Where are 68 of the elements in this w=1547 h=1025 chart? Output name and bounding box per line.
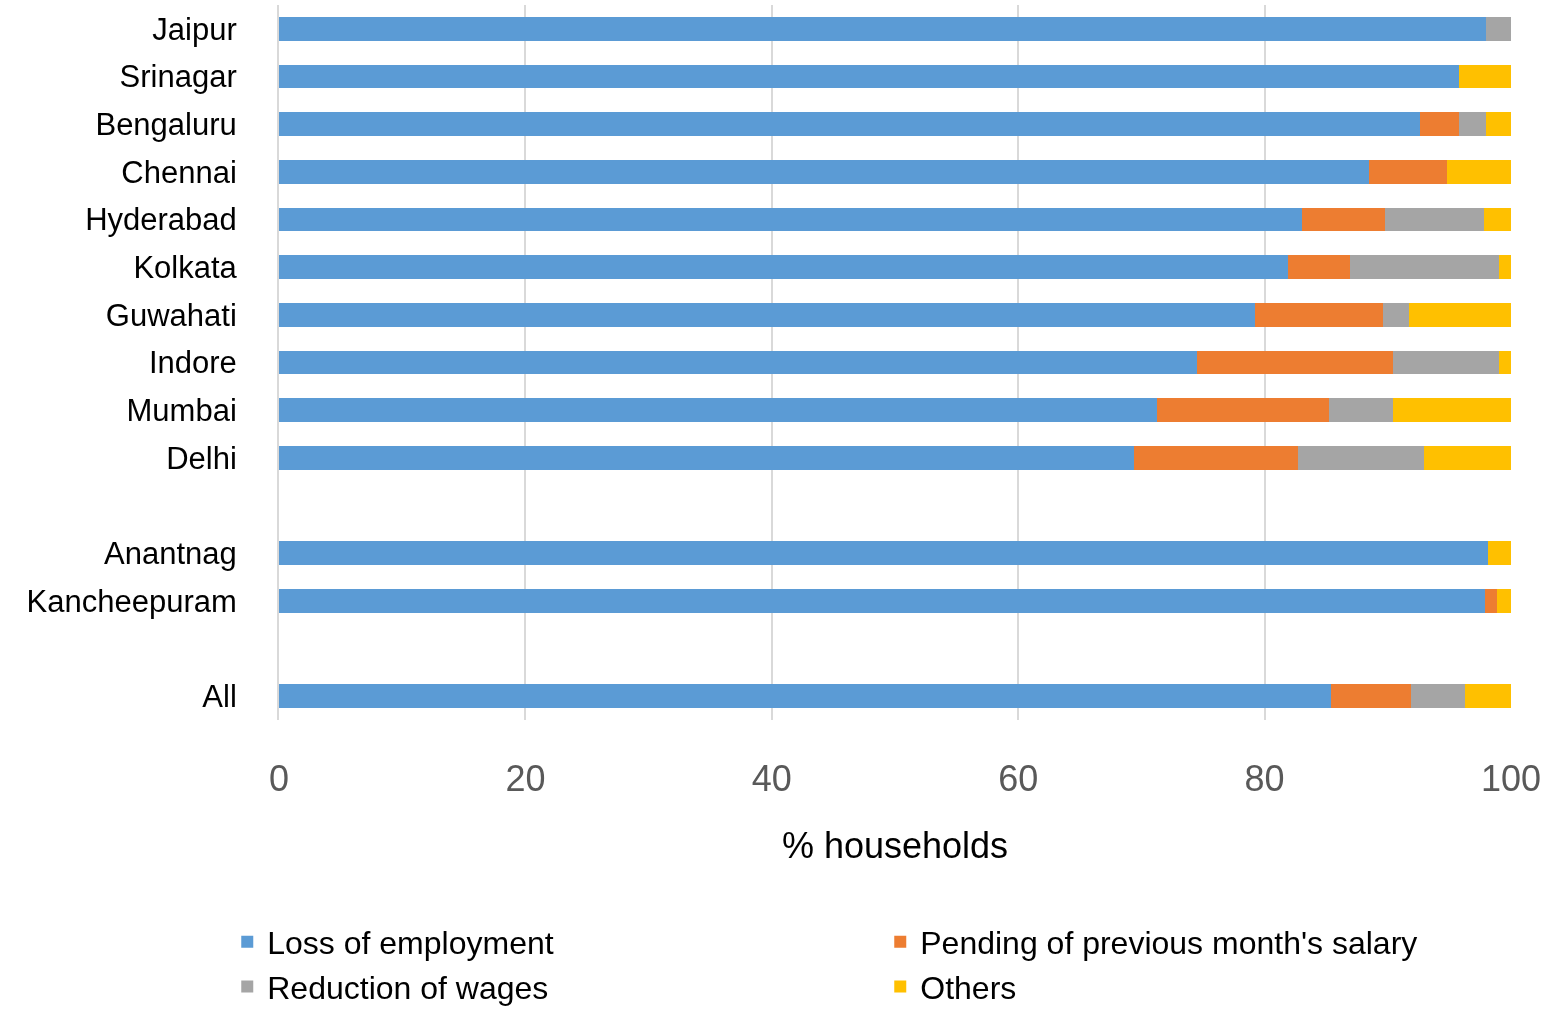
bar bbox=[279, 398, 1158, 423]
bar bbox=[279, 64, 1460, 89]
bar bbox=[279, 207, 1302, 232]
x-tick-label: 80 bbox=[1244, 758, 1285, 799]
legend-label: Pending of previous month's salary bbox=[920, 925, 1418, 962]
legend-label: Loss of employment bbox=[267, 925, 554, 962]
bar bbox=[1392, 350, 1499, 375]
bar bbox=[1392, 398, 1511, 423]
legend-label: Others bbox=[920, 969, 1017, 1006]
bar bbox=[1459, 112, 1487, 137]
x-tick-label: 60 bbox=[998, 758, 1039, 799]
bar bbox=[1288, 255, 1350, 280]
bar bbox=[1382, 302, 1409, 327]
bar bbox=[279, 112, 1420, 137]
y-tick-label: Srinagar bbox=[119, 59, 237, 95]
bar bbox=[1254, 302, 1383, 327]
bar bbox=[279, 684, 1332, 709]
y-tick-label: Kolkata bbox=[133, 250, 238, 286]
bar bbox=[1465, 684, 1511, 709]
bar bbox=[1423, 445, 1511, 470]
bar bbox=[279, 302, 1255, 327]
bar bbox=[1485, 588, 1498, 613]
bar bbox=[1411, 684, 1466, 709]
x-tick-label: 100 bbox=[1480, 758, 1542, 799]
bar bbox=[279, 350, 1197, 375]
y-tick-label: Anantnag bbox=[104, 536, 237, 572]
x-tick-label: 40 bbox=[751, 758, 792, 799]
bar bbox=[1487, 541, 1511, 566]
bar bbox=[1483, 207, 1511, 232]
bar bbox=[1331, 684, 1412, 709]
y-tick-label: All bbox=[202, 679, 237, 715]
bar bbox=[1446, 159, 1511, 184]
bar bbox=[279, 16, 1487, 41]
bar bbox=[1385, 207, 1484, 232]
bar bbox=[1196, 350, 1393, 375]
y-tick-label: Kancheepuram bbox=[26, 583, 237, 619]
bar bbox=[1301, 207, 1386, 232]
bar bbox=[1157, 398, 1329, 423]
bar bbox=[1134, 445, 1298, 470]
bar bbox=[1497, 588, 1511, 613]
bar bbox=[1369, 159, 1447, 184]
x-axis-title: % households bbox=[781, 824, 1009, 866]
legend-label: Reduction of wages bbox=[267, 969, 549, 1006]
x-tick-label: 20 bbox=[505, 758, 546, 799]
y-tick-label: Indore bbox=[148, 345, 237, 381]
y-tick-label: Chennai bbox=[121, 154, 237, 190]
bar bbox=[1297, 445, 1424, 470]
y-tick-label: Bengaluru bbox=[95, 107, 237, 143]
bar bbox=[279, 159, 1370, 184]
bar bbox=[1498, 350, 1511, 375]
bar bbox=[279, 588, 1486, 613]
y-tick-label: Mumbai bbox=[126, 393, 237, 429]
y-tick-label: Delhi bbox=[166, 440, 237, 476]
bar bbox=[279, 255, 1289, 280]
bar bbox=[1486, 16, 1511, 41]
y-tick-label: Jaipur bbox=[152, 11, 237, 47]
bar bbox=[279, 445, 1135, 470]
y-tick-label: Guwahati bbox=[105, 297, 237, 333]
bar bbox=[1328, 398, 1393, 423]
bar bbox=[1349, 255, 1499, 280]
bar bbox=[1408, 302, 1511, 327]
bar bbox=[1419, 112, 1460, 137]
x-tick-label: 0 bbox=[268, 758, 290, 799]
bar bbox=[1486, 112, 1511, 137]
bar bbox=[1459, 64, 1511, 89]
y-tick-label: Hyderabad bbox=[85, 202, 237, 238]
bar bbox=[1498, 255, 1511, 280]
bar bbox=[279, 541, 1488, 566]
